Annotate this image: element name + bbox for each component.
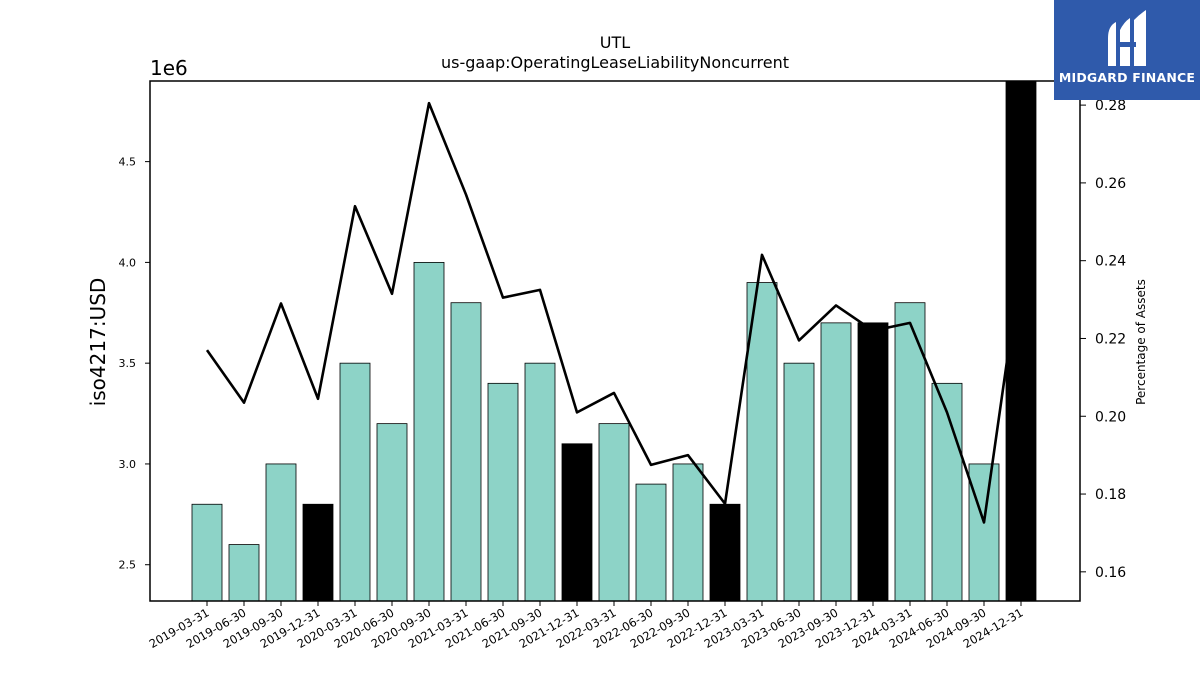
midgard-finance-logo: MIDGARD FINANCE — [1054, 0, 1200, 100]
y-tick-label: 2.5 — [119, 559, 137, 572]
y-tick-label: 3.5 — [119, 357, 137, 370]
y2-tick-label: 0.18 — [1095, 487, 1126, 503]
bar-2019-03-31 — [191, 503, 223, 602]
chart-title: UTL — [600, 33, 630, 52]
bar-2023-09-30 — [820, 322, 852, 602]
y-axis: 2.5 3.0 3.5 4.0 4.5 — [119, 156, 150, 572]
logo-text: MIDGARD FINANCE — [1058, 70, 1196, 85]
y2-tick-label: 0.24 — [1095, 254, 1126, 270]
y2-axis: 0.16 0.18 0.20 0.22 0.24 0.26 0.28 — [1080, 98, 1126, 581]
bar-2023-12-31 — [857, 322, 889, 602]
bar-2020-03-31 — [339, 362, 371, 602]
bar-2024-06-30 — [931, 382, 963, 602]
bar-2024-09-30 — [968, 463, 1000, 602]
y-offset-label: 1e6 — [150, 56, 188, 80]
plot-frame — [149, 80, 1081, 602]
bar-2019-12-31 — [302, 503, 334, 602]
bar-2021-09-30 — [524, 362, 556, 602]
y-tick-label: 4.0 — [119, 256, 137, 269]
bar-2022-12-31 — [709, 503, 741, 602]
bar-2022-06-30 — [635, 483, 667, 602]
y-tick-label: 4.5 — [119, 156, 137, 169]
bar-2019-09-30 — [265, 463, 297, 602]
bar-2022-09-30 — [672, 463, 704, 602]
y2-axis-label: Percentage of Assets — [1134, 279, 1148, 405]
y-axis-label: iso4217:USD — [86, 278, 110, 407]
bar-2020-09-30 — [413, 261, 445, 602]
bar-2021-12-31 — [561, 443, 593, 602]
y2-tick-label: 0.20 — [1095, 409, 1126, 425]
line-series — [205, 101, 1023, 524]
logo-mark-icon — [1108, 10, 1146, 66]
bar-2024-03-31 — [894, 302, 926, 602]
x-axis: 2019-03-312019-06-302019-09-302019-12-31… — [147, 601, 1026, 651]
y2-tick-label: 0.28 — [1095, 98, 1126, 114]
y2-tick-label: 0.26 — [1095, 176, 1126, 192]
chart-subtitle: us-gaap:OperatingLeaseLiabilityNoncurren… — [441, 53, 789, 72]
y2-tick-label: 0.16 — [1095, 565, 1126, 581]
y2-tick-label: 0.22 — [1095, 331, 1126, 347]
bar-2020-06-30 — [376, 423, 408, 602]
bar-2022-03-31 — [598, 423, 630, 602]
bar-series — [191, 80, 1037, 602]
bar-2023-03-31 — [746, 282, 778, 602]
percentage-line — [205, 101, 1023, 524]
bar-2019-06-30 — [228, 544, 260, 602]
bar-2023-06-30 — [783, 362, 815, 602]
bar-2021-06-30 — [487, 382, 519, 602]
bar-2021-03-31 — [450, 302, 482, 602]
y-tick-label: 3.0 — [119, 458, 137, 471]
